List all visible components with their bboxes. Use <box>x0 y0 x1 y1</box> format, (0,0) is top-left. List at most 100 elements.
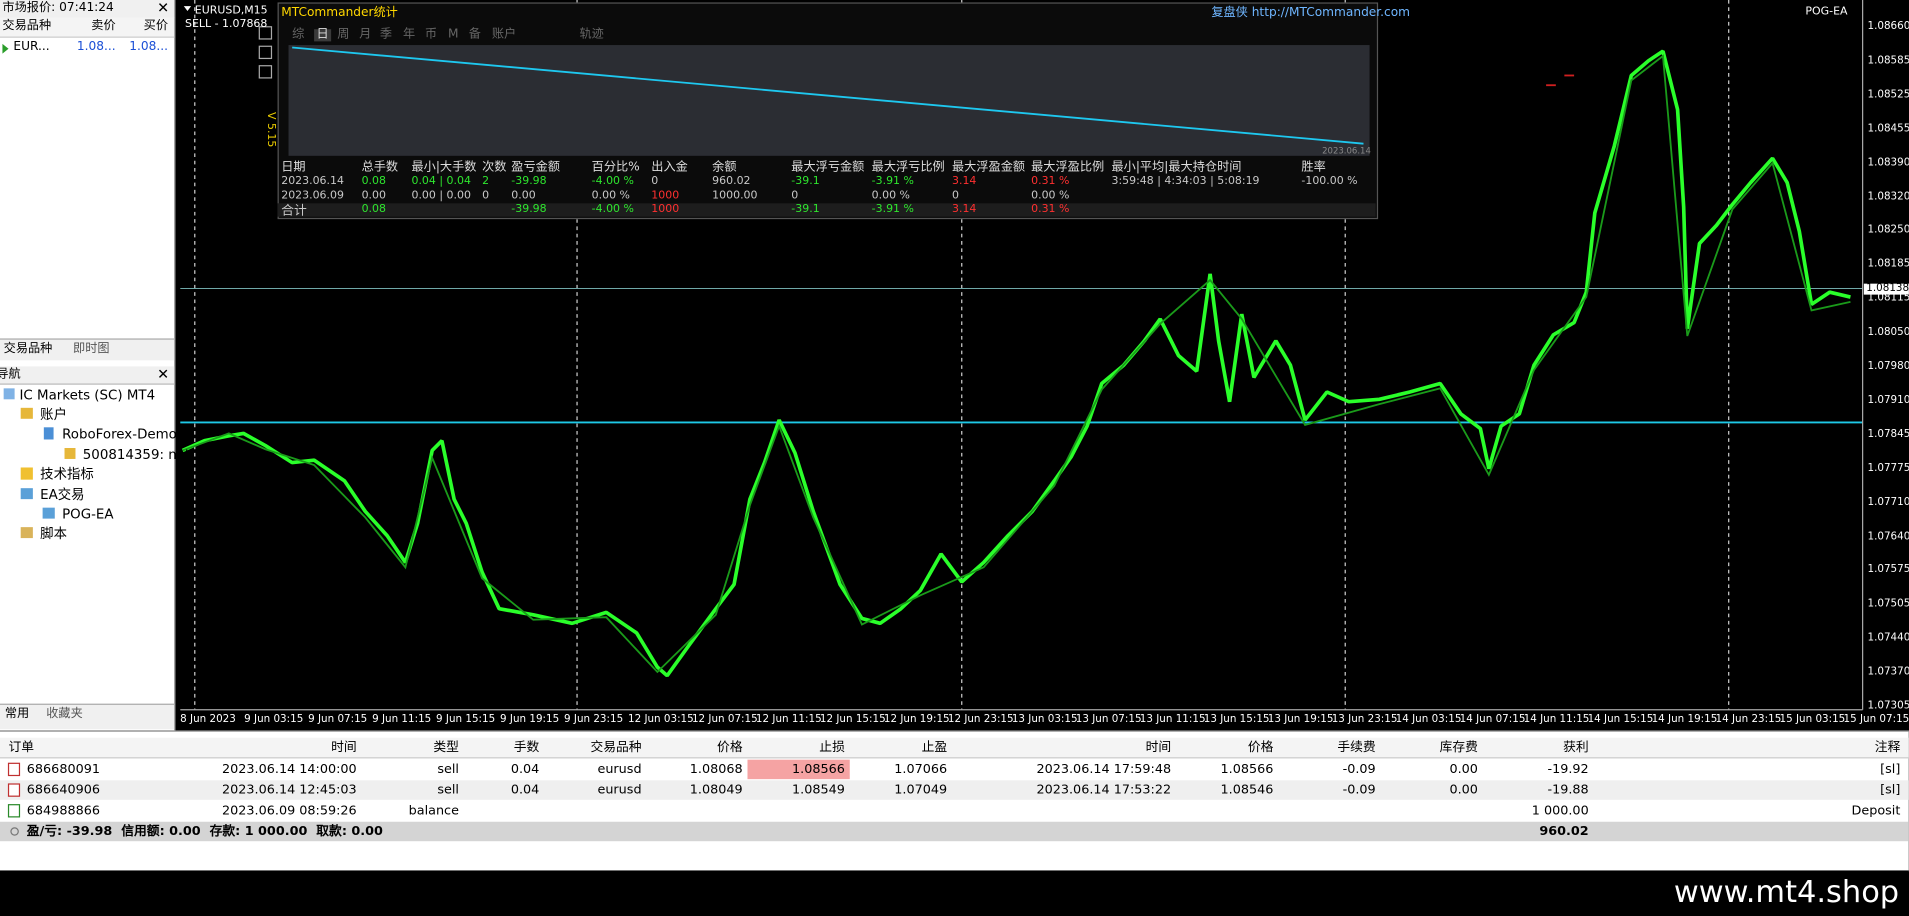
time-label: 12 Jun 23:15 <box>947 713 1014 726</box>
price-label: 1.07980 <box>1867 360 1909 373</box>
price-label: 1.07505 <box>1867 598 1909 611</box>
stats-total-cell: -3.91 % <box>871 203 914 216</box>
stats-header: 最小|大手数 <box>411 160 477 175</box>
navigator-item: 账户 <box>40 406 67 423</box>
tool-icon <box>258 65 273 79</box>
account-icon <box>20 407 33 419</box>
time-label: 12 Jun 19:15 <box>883 713 950 726</box>
symbol-icon <box>2 43 9 54</box>
price-label: 1.07640 <box>1867 530 1909 543</box>
left-icons <box>2 3 168 539</box>
stats-tab: 周 <box>337 28 350 42</box>
time-label: 13 Jun 11:15 <box>1139 713 1206 726</box>
time-label: 13 Jun 07:15 <box>1075 713 1142 726</box>
time-label: 9 Jun 15:15 <box>436 713 496 726</box>
quote-cell: 1.08... <box>76 40 116 54</box>
orders-cell: -0.09 <box>1342 782 1376 798</box>
orders-header-cell: 注释 <box>1874 740 1901 755</box>
summary-icon <box>10 827 19 836</box>
price-label: 1.08050 <box>1867 326 1909 339</box>
time-label: 13 Jun 15:15 <box>1203 713 1270 726</box>
panel-tab: 交易品种 <box>3 342 53 356</box>
time-label: 13 Jun 03:15 <box>1011 713 1078 726</box>
price-label: 1.08585 <box>1867 54 1909 67</box>
orders-header-cell: 手续费 <box>1337 740 1376 755</box>
time-label: 14 Jun 11:15 <box>1523 713 1590 726</box>
market-watch-title: 市场报价: 07:41:24 <box>2 1 114 15</box>
stats-cell: -3.91 % <box>871 175 914 188</box>
orders-header-cell: 止盈 <box>921 740 948 755</box>
orders-cell: 0.04 <box>510 762 540 777</box>
price-label: 1.08320 <box>1867 190 1909 203</box>
tool-icon <box>258 45 273 60</box>
stats-cell: -100.00 % <box>1301 175 1358 188</box>
stats-cell: -4.00 % <box>591 175 634 188</box>
stats-header: 最大浮盈比例 <box>1031 160 1105 175</box>
stats-cell: 0 <box>952 189 959 202</box>
orders-cell: 686640906 <box>26 782 100 798</box>
orders-header <box>0 737 1909 759</box>
orders-cell: 1.08566 <box>792 762 845 777</box>
demo-icon <box>43 427 54 440</box>
stats-total-cell: 1000 <box>651 203 680 216</box>
stats-cell: 1000.00 <box>712 189 758 202</box>
time-label: 13 Jun 23:15 <box>1331 713 1398 726</box>
stats-total-cell: 0.08 <box>361 203 386 216</box>
price-label: 1.08390 <box>1867 156 1909 169</box>
server-icon <box>3 388 15 400</box>
stats-cell: 3:59:48 | 4:34:03 | 5:08:19 <box>1111 175 1260 188</box>
navigator-item: EA交易 <box>40 486 85 503</box>
stats-header: 总手数 <box>361 160 399 175</box>
quote-cell: 1.08... <box>129 40 169 54</box>
orders-cell: [sl] <box>1880 782 1901 798</box>
stats-cell: 2023.06.14 <box>281 175 344 188</box>
navigator-item: RoboForex-Demo <box>62 426 177 442</box>
stats-header: 日期 <box>281 160 306 175</box>
stats-tab: 季 <box>379 28 393 42</box>
price-candles <box>181 49 1851 678</box>
sell-icon <box>7 762 21 777</box>
stats-cell: 0.00 <box>511 189 536 202</box>
watermark-bar <box>0 870 1909 916</box>
stats-total-band <box>277 203 1376 217</box>
price-label: 1.08185 <box>1867 258 1909 271</box>
stats-total-cell: 合计 <box>281 203 307 218</box>
orders-cell: sell <box>437 782 459 798</box>
stats-cell: 2 <box>482 175 490 188</box>
stats-header: 百分比% <box>591 160 640 175</box>
stats-graph-line <box>292 46 1364 145</box>
orders-cell: 2023.06.14 14:00:00 <box>222 762 357 777</box>
orders-cell: 1.08068 <box>689 762 743 777</box>
orders-cell: 1.08049 <box>689 782 743 798</box>
stats-cell: 0.00 | 0.00 <box>411 189 471 202</box>
sl-highlight <box>747 759 850 780</box>
orders-cell: [sl] <box>1880 762 1901 777</box>
time-label: 14 Jun 23:15 <box>1715 713 1782 726</box>
orders-header-cell: 类型 <box>433 740 459 755</box>
price-label: 1.08455 <box>1867 122 1909 135</box>
time-label: 12 Jun 11:15 <box>755 713 822 726</box>
price-label: 1.08525 <box>1867 88 1909 101</box>
time-label: 9 Jun 07:15 <box>308 713 368 726</box>
equity-line <box>292 46 1364 145</box>
navigator-item: 脚本 <box>40 525 67 542</box>
orders-header-cell: 价格 <box>1247 740 1274 755</box>
stats-header: 最大浮亏金额 <box>791 160 865 175</box>
orders-row-band <box>0 780 1909 800</box>
stats-tab: 币 <box>424 28 438 42</box>
stats-cell: -39.98 <box>511 175 547 188</box>
stats-tab: 账户 <box>491 28 517 42</box>
orders-header-cell: 获利 <box>1563 740 1589 755</box>
stats-header: 最大浮盈金额 <box>952 160 1026 175</box>
time-label: 13 Jun 19:15 <box>1267 713 1334 726</box>
stats-header: 最大浮亏比例 <box>871 160 945 175</box>
stats-cell: 0.00 % <box>591 189 630 202</box>
price-label: 1.07370 <box>1867 666 1909 679</box>
column-header: 买价 <box>143 19 169 33</box>
stats-total-cell: 3.14 <box>952 203 977 216</box>
time-label: 12 Jun 07:15 <box>691 713 758 726</box>
column-header: 卖价 <box>91 19 116 33</box>
stats-total-cell: -39.98 <box>511 203 547 216</box>
orders-header-cell: 库存费 <box>1439 740 1478 755</box>
ea-version: V 5.15 <box>264 112 277 148</box>
